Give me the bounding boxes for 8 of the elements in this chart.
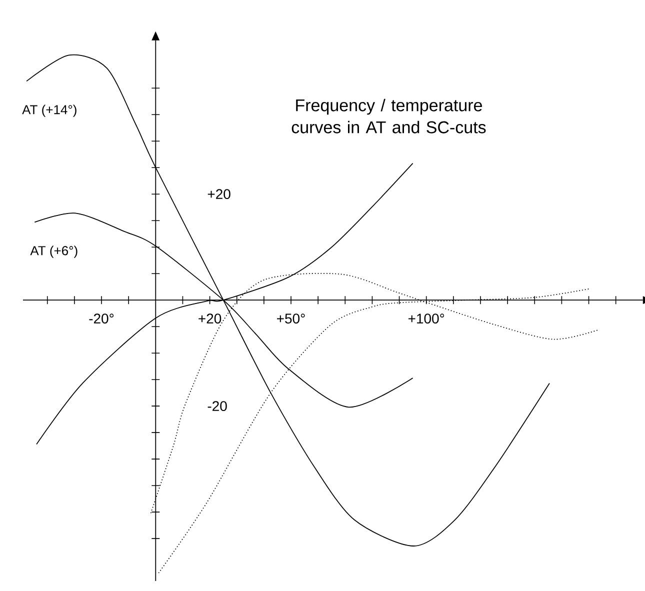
x-tick-label: +50° (277, 314, 305, 324)
x-tick-label: +20 (198, 314, 222, 324)
x-tick-label: -20° (89, 314, 114, 324)
series-label: AT (+6°) (30, 246, 78, 258)
series-label: AT (+14°) (22, 104, 76, 117)
text: Frequency / temperature curves in AT and SC-cuts (292, 98, 486, 134)
y-tick-label: -20 (208, 401, 227, 412)
x-tick-label: +100° (408, 314, 444, 324)
